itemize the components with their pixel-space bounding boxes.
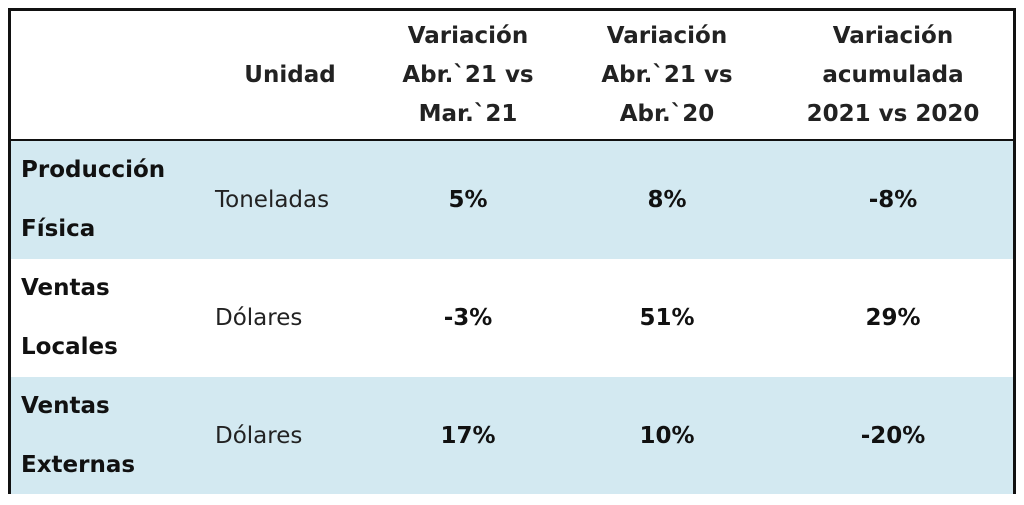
table-row: Ventas Externas Dólares 17% 10% -20% [11,377,1013,494]
header-line: Abr.`21 vs [601,61,733,88]
row-unit: Dólares [215,422,303,449]
value-abr-mar: 17% [440,422,496,449]
header-line: Abr.`20 [619,100,715,127]
row-label-line: Producción [21,157,166,183]
header-unidad: Unidad [205,11,375,139]
header-line: Mar.`21 [418,100,518,127]
row-label: Producción Física [11,141,205,259]
value-acumulada: -20% [860,422,926,449]
row-unit: Toneladas [215,187,330,213]
table-header-row: Unidad Variación Abr.`21 vs Mar.`21 Vari… [11,11,1013,139]
value-acumulada: 29% [865,305,921,331]
row-label-line: Ventas [21,275,110,301]
row-label-line: Locales [21,334,118,360]
row-label-line: Externas [21,451,136,478]
header-empty-cell [11,11,205,139]
header-line: acumulada [822,61,964,88]
header-line: Variación [832,22,954,49]
header-line: Variación [407,22,529,49]
row-label-line: Física [21,216,96,242]
row-label: Ventas Locales [11,259,205,377]
header-variacion-abr-mar: Variación Abr.`21 vs Mar.`21 [375,11,561,139]
variation-table: Unidad Variación Abr.`21 vs Mar.`21 Vari… [8,8,1016,494]
value-abr-abr: 10% [639,422,695,449]
row-unit: Dólares [215,305,303,331]
value-abr-abr: 51% [639,305,695,331]
value-abr-abr: 8% [647,187,687,213]
table-row: Ventas Locales Dólares -3% 51% 29% [11,259,1013,377]
header-variacion-abr-abr: Variación Abr.`21 vs Abr.`20 [561,11,773,139]
row-label: Ventas Externas [11,377,205,494]
header-line: 2021 vs 2020 [806,100,980,127]
table-row: Producción Física Toneladas 5% 8% -8% [11,141,1013,259]
header-unidad-label: Unidad [244,61,336,88]
header-variacion-acumulada: Variación acumulada 2021 vs 2020 [773,11,1013,139]
value-abr-mar: 5% [448,187,488,213]
value-acumulada: -8% [868,187,918,213]
row-label-line: Ventas [21,392,110,419]
header-line: Variación [606,22,728,49]
header-divider [11,139,1013,141]
header-line: Abr.`21 vs [402,61,534,88]
value-abr-mar: -3% [443,305,493,331]
